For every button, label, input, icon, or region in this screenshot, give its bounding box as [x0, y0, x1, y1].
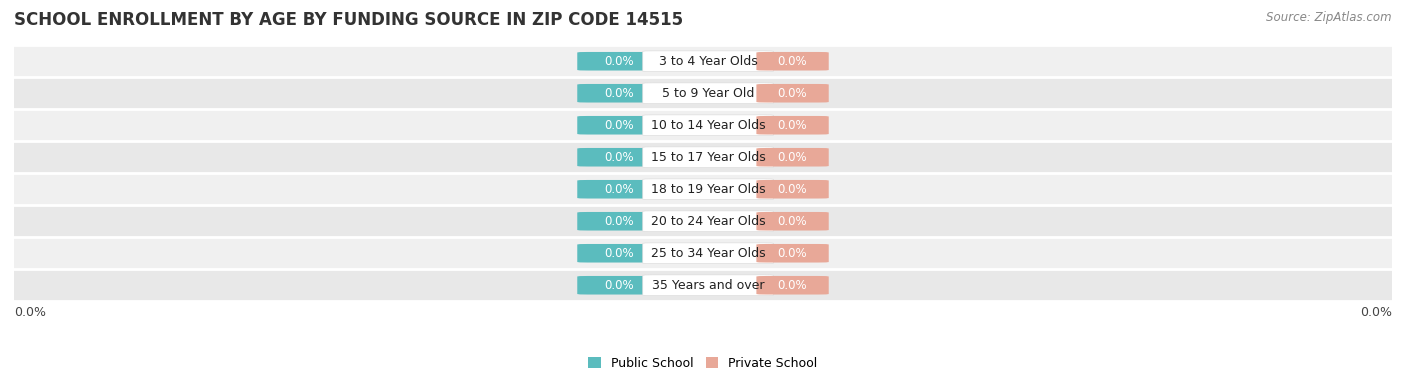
FancyBboxPatch shape: [578, 244, 659, 262]
Text: 0.0%: 0.0%: [603, 183, 634, 196]
Text: 0.0%: 0.0%: [778, 215, 807, 228]
FancyBboxPatch shape: [756, 116, 828, 135]
FancyBboxPatch shape: [578, 52, 659, 70]
Text: 20 to 24 Year Olds: 20 to 24 Year Olds: [651, 215, 765, 228]
Bar: [14, 109, 1392, 141]
Text: 5 to 9 Year Old: 5 to 9 Year Old: [662, 87, 755, 100]
FancyBboxPatch shape: [756, 148, 828, 167]
FancyBboxPatch shape: [643, 115, 773, 136]
Text: 10 to 14 Year Olds: 10 to 14 Year Olds: [651, 119, 765, 132]
Text: 0.0%: 0.0%: [603, 151, 634, 164]
FancyBboxPatch shape: [578, 212, 659, 230]
FancyBboxPatch shape: [578, 148, 659, 167]
FancyBboxPatch shape: [578, 180, 659, 199]
Bar: [14, 77, 1392, 109]
Bar: [14, 269, 1392, 301]
FancyBboxPatch shape: [756, 212, 828, 230]
FancyBboxPatch shape: [578, 276, 659, 294]
Text: SCHOOL ENROLLMENT BY AGE BY FUNDING SOURCE IN ZIP CODE 14515: SCHOOL ENROLLMENT BY AGE BY FUNDING SOUR…: [14, 11, 683, 29]
FancyBboxPatch shape: [756, 84, 828, 103]
FancyBboxPatch shape: [643, 83, 773, 104]
Legend: Public School, Private School: Public School, Private School: [583, 352, 823, 375]
FancyBboxPatch shape: [643, 179, 773, 200]
Text: 0.0%: 0.0%: [1360, 306, 1392, 319]
FancyBboxPatch shape: [578, 116, 659, 135]
Text: 0.0%: 0.0%: [778, 247, 807, 260]
FancyBboxPatch shape: [643, 211, 773, 231]
FancyBboxPatch shape: [643, 275, 773, 296]
Text: 18 to 19 Year Olds: 18 to 19 Year Olds: [651, 183, 765, 196]
Text: 0.0%: 0.0%: [778, 183, 807, 196]
Text: 0.0%: 0.0%: [603, 119, 634, 132]
Text: 0.0%: 0.0%: [603, 215, 634, 228]
Bar: [14, 141, 1392, 173]
FancyBboxPatch shape: [578, 84, 659, 103]
Text: 0.0%: 0.0%: [603, 247, 634, 260]
Text: 0.0%: 0.0%: [778, 151, 807, 164]
Text: 0.0%: 0.0%: [603, 279, 634, 292]
Text: 35 Years and over: 35 Years and over: [652, 279, 765, 292]
Text: Source: ZipAtlas.com: Source: ZipAtlas.com: [1267, 11, 1392, 24]
Text: 25 to 34 Year Olds: 25 to 34 Year Olds: [651, 247, 765, 260]
FancyBboxPatch shape: [756, 180, 828, 199]
Bar: [14, 173, 1392, 205]
FancyBboxPatch shape: [756, 52, 828, 70]
FancyBboxPatch shape: [643, 147, 773, 168]
Bar: [14, 205, 1392, 237]
FancyBboxPatch shape: [643, 243, 773, 264]
Text: 0.0%: 0.0%: [778, 279, 807, 292]
Text: 0.0%: 0.0%: [14, 306, 46, 319]
Text: 3 to 4 Year Olds: 3 to 4 Year Olds: [659, 55, 758, 68]
Text: 0.0%: 0.0%: [778, 119, 807, 132]
Text: 0.0%: 0.0%: [603, 55, 634, 68]
Text: 0.0%: 0.0%: [778, 87, 807, 100]
Text: 15 to 17 Year Olds: 15 to 17 Year Olds: [651, 151, 765, 164]
Text: 0.0%: 0.0%: [778, 55, 807, 68]
FancyBboxPatch shape: [643, 51, 773, 72]
Text: 0.0%: 0.0%: [603, 87, 634, 100]
FancyBboxPatch shape: [756, 276, 828, 294]
FancyBboxPatch shape: [756, 244, 828, 262]
Bar: [14, 45, 1392, 77]
Bar: [14, 237, 1392, 269]
